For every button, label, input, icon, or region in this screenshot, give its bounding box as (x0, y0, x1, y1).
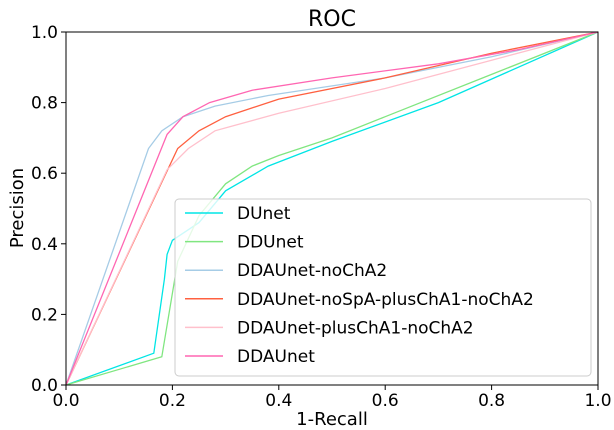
x-tick-label: 0.6 (372, 391, 399, 411)
legend-label-5: DDAUnet (237, 347, 315, 367)
y-tick-label: 0.2 (31, 305, 58, 325)
legend-label-2: DDAUnet-noChA2 (237, 261, 387, 281)
y-tick-label: 0.6 (31, 164, 58, 184)
plot-frame (65, 31, 599, 386)
x-axis-ticks: 0.0 0.2 0.4 0.6 0.8 1.0 (52, 385, 612, 411)
legend-box (174, 198, 592, 377)
series-line-1 (65, 31, 599, 386)
series-line-4 (65, 31, 599, 386)
x-tick-label: 0.2 (159, 391, 186, 411)
legend-label-1: DDUnet (237, 233, 304, 253)
y-axis-label: Precision (7, 168, 28, 248)
x-tick-label: 0.4 (265, 391, 292, 411)
legend-label-4: DDAUnet-plusChA1-noChA2 (237, 318, 474, 338)
y-tick-label: 0.4 (31, 235, 58, 255)
x-tick-label: 0.8 (478, 391, 505, 411)
y-tick-label: 0.8 (31, 94, 58, 114)
legend: DUnet DDUnet DDAUnet-noChA2 DDAUnet-noSpA-p… (174, 198, 592, 377)
x-tick-label: 1.0 (584, 391, 611, 411)
series-lines (65, 31, 599, 386)
legend-label-0: DUnet (237, 204, 291, 224)
series-line-5 (65, 31, 599, 386)
y-tick-label: 1.0 (31, 23, 58, 43)
legend-label-3: DDAUnet-noSpA-plusChA1-noChA2 (237, 290, 534, 310)
y-tick-label: 0.0 (31, 376, 58, 396)
x-tick-label: 0.0 (52, 391, 79, 411)
chart-title: ROC (308, 7, 356, 32)
series-line-2 (65, 31, 599, 386)
x-axis-label: 1-Recall (296, 409, 368, 430)
y-axis-ticks: 0.0 0.2 0.4 0.6 0.8 1.0 (31, 23, 66, 396)
